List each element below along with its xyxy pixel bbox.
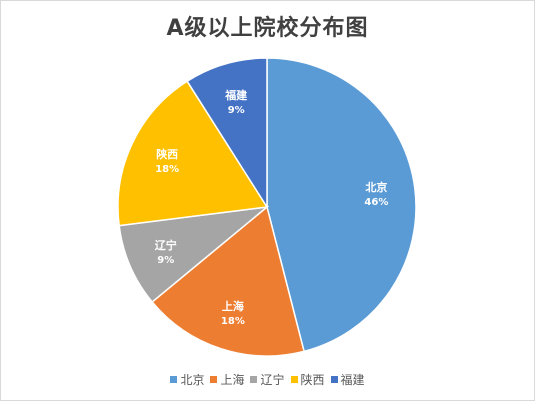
legend: 北京 上海 辽宁 陕西 福建 (0, 371, 535, 388)
slice-label-percent: 46% (364, 197, 388, 208)
legend-swatch (250, 376, 258, 383)
slice-label-category: 陕西 (156, 147, 178, 161)
pie-slice-陕西 (117, 80, 269, 227)
legend-label: 上海 (220, 373, 245, 387)
slice-label-percent: 9% (228, 105, 245, 116)
legend-swatch (170, 376, 178, 383)
legend-label: 北京 (180, 373, 205, 387)
pie-slice-辽宁 (118, 205, 270, 304)
slice-label-percent: 18% (221, 316, 245, 327)
legend-label: 福建 (340, 373, 365, 387)
legend-item: 上海 (210, 371, 244, 388)
pie-slice-北京 (266, 57, 417, 353)
legend-item: 北京 (170, 371, 204, 388)
pie-slice-上海 (151, 205, 305, 357)
slice-label-percent: 18% (155, 164, 179, 175)
pie-slice-福建 (186, 57, 268, 210)
slice-label-category: 北京 (365, 180, 387, 194)
legend-swatch (210, 376, 218, 383)
legend-label: 陕西 (300, 373, 325, 387)
legend-label: 辽宁 (260, 373, 285, 387)
slice-label-percent: 9% (157, 255, 174, 266)
legend-item: 福建 (330, 371, 365, 388)
chart-title: A级以上院校分布图 (166, 16, 369, 41)
legend-swatch (290, 376, 298, 383)
slice-label-category: 福建 (224, 88, 248, 102)
legend-item: 辽宁 (250, 371, 285, 388)
slice-label-category: 辽宁 (155, 238, 177, 252)
legend-item: 陕西 (290, 371, 325, 388)
legend-swatch (330, 376, 338, 383)
slice-label-category: 上海 (222, 299, 244, 313)
